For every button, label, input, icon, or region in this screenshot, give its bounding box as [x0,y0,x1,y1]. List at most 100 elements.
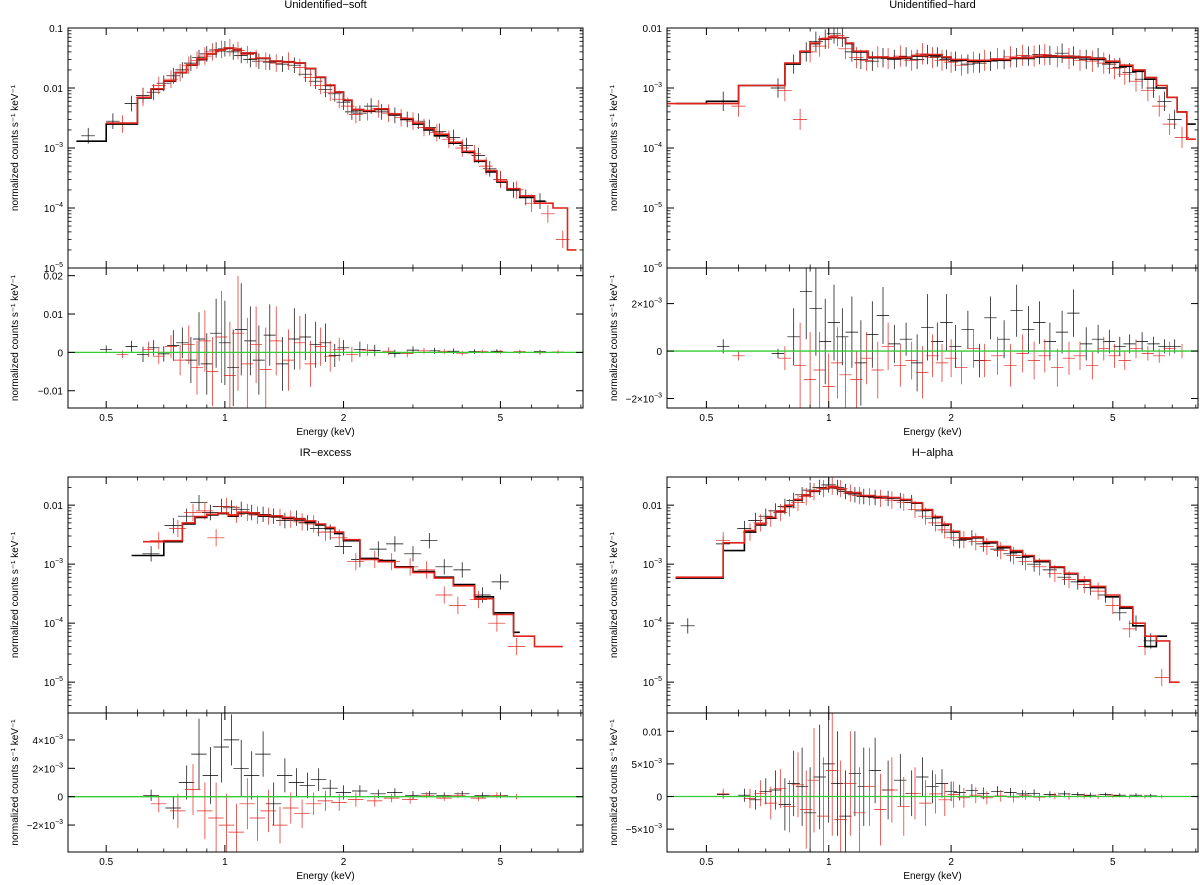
residual-point [383,793,400,803]
spectrum-plot [667,28,1196,148]
residual-point [304,340,317,387]
residual-point [255,731,271,777]
data-point [966,51,981,73]
data-point [435,586,453,604]
residual-point [348,792,364,807]
data-point [849,47,864,69]
residual-point [288,308,301,370]
data-point [956,531,971,549]
data-point [298,515,316,531]
data-point [374,104,389,120]
residual-point [803,332,817,408]
residual-point [868,737,882,804]
residual-point [916,757,929,797]
y-tick-label: 2×10−3 [32,762,63,775]
x-tick-label: 1 [222,413,228,424]
data-point [887,49,902,70]
y-tick-label: 10−3 [44,558,63,571]
residual-point [759,778,772,805]
data-point [812,479,827,496]
residual-point [955,351,968,385]
y-tick-label: 10−5 [44,262,63,275]
model-step-line [106,47,577,251]
residual-point [980,791,993,805]
residual-point [845,296,858,368]
residual-point [223,321,236,408]
panel-1: Unidentified−soft 0.1 0.01 10−3 10−4 10−50.02… [10,0,584,438]
residual-point [967,329,980,368]
x-axis-label: Energy (keV) [296,427,354,438]
data-point [243,51,257,68]
residual-point [749,790,762,810]
data-point [205,43,220,61]
residual-point [1022,306,1035,354]
data-series-black [716,28,1182,130]
data-point [1157,91,1172,111]
x-tick-label: 0.5 [699,857,713,868]
residual-point [885,757,898,823]
model-step-line [667,36,1196,140]
y-tick-label: 10−5 [44,676,63,689]
data-point [214,40,229,59]
data-point [417,561,435,579]
residual-point [152,348,165,364]
residual-point [388,349,401,358]
residual-point [921,294,934,361]
y-tick-label: 0 [57,348,63,359]
residual-point [191,718,207,790]
residual-point [309,321,322,368]
y-axis-label-residual: normalized counts s⁻¹ keV⁻¹ [609,719,620,846]
y-axis-label-residual: normalized counts s⁻¹ keV⁻¹ [10,719,21,846]
residual-point [834,760,847,852]
residual-point [799,770,813,849]
residual-point [328,343,341,367]
data-series-red [716,477,1169,687]
residual-point [1079,327,1093,361]
x-tick-label: 0.5 [99,857,113,868]
data-point [469,591,487,609]
panel-4: H−alpha 0.01 10−3 10−4 10−5 0.01 5×10−3 0 −5×10−… [609,447,1199,882]
data-point [853,49,868,70]
data-point [164,517,182,534]
residual-point [908,767,922,820]
y-tick-label: 10−4 [643,617,662,630]
x-axis-label: Energy (keV) [903,427,961,438]
y-tick-label: 10−3 [643,558,662,571]
residual-point [799,268,813,340]
y-tick-label: 0.02 [44,272,64,283]
data-point [825,477,840,495]
x-tick-label: 2 [341,857,347,868]
data-point [184,503,202,522]
data-point [276,512,294,529]
residual-point [783,780,796,833]
residual-point [1086,351,1099,380]
residual-point [1033,301,1046,344]
residual-point [272,806,288,844]
residual-point [231,275,244,391]
model-step-line [675,36,1196,125]
data-point [893,45,908,67]
residual-point [871,341,884,399]
data-point [904,49,919,71]
residual-point [1123,334,1136,354]
residual-series-red [116,275,564,408]
residual-point [969,787,982,804]
residual-point [405,791,421,800]
residual-point [192,312,205,366]
data-point [105,113,120,129]
residual-point [276,337,289,391]
residual-point [198,310,211,372]
residual-point [208,782,224,852]
residual-point [317,791,333,811]
data-point [386,536,404,552]
residual-point [894,343,907,387]
residual-point [1103,329,1116,354]
residual-point [361,344,374,356]
residual-point [324,340,337,372]
residual-series-black [143,713,508,826]
data-point [1096,52,1111,74]
residual-point [143,789,159,801]
residual-point [881,322,895,370]
data-point [979,537,994,555]
